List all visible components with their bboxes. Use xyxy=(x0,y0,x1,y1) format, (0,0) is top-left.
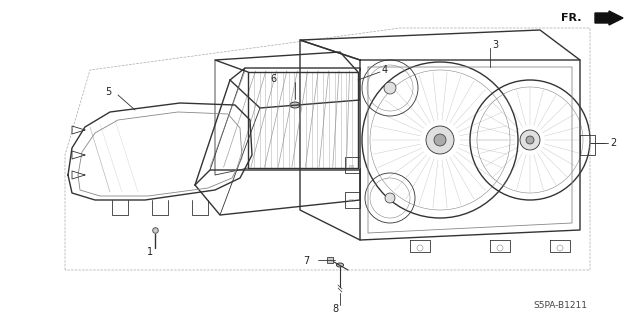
Text: S5PA-B1211: S5PA-B1211 xyxy=(533,300,587,309)
Text: oo: oo xyxy=(349,198,355,204)
Circle shape xyxy=(426,126,454,154)
Text: 4: 4 xyxy=(382,65,388,75)
Text: 1: 1 xyxy=(147,247,153,257)
Text: 2: 2 xyxy=(610,138,616,148)
Text: oo: oo xyxy=(349,164,355,168)
Circle shape xyxy=(520,130,540,150)
Circle shape xyxy=(384,82,396,94)
Circle shape xyxy=(434,134,446,146)
Circle shape xyxy=(385,193,395,203)
FancyArrow shape xyxy=(595,11,623,25)
Text: FR.: FR. xyxy=(561,13,582,23)
Ellipse shape xyxy=(290,102,300,108)
Circle shape xyxy=(526,136,534,144)
Text: 5: 5 xyxy=(105,87,111,97)
Ellipse shape xyxy=(337,263,344,267)
Text: 7: 7 xyxy=(303,256,309,266)
Text: 6: 6 xyxy=(270,74,276,84)
Text: 3: 3 xyxy=(492,40,498,50)
Text: 8: 8 xyxy=(332,304,338,314)
